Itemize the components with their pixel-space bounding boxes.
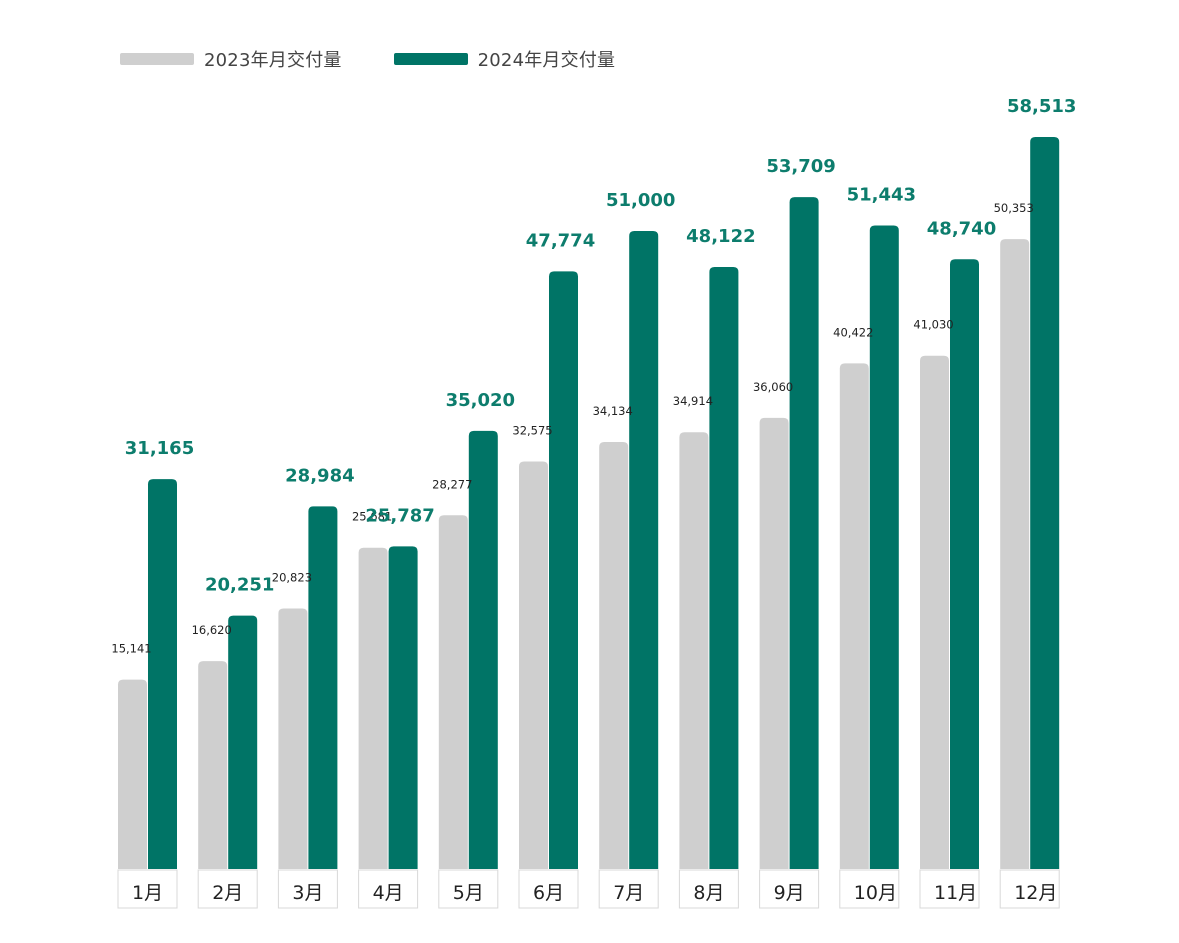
- bar-2023-12: [1000, 239, 1030, 870]
- bar-2024-6: [549, 271, 578, 869]
- category-label-10: 10月: [854, 882, 897, 904]
- legend: 2023年月交付量 2024年月交付量: [120, 46, 615, 72]
- category-box-12: [999, 869, 1060, 909]
- bar-2023-5: [438, 515, 468, 869]
- label-2024-9: 53,709: [766, 156, 835, 177]
- legend-swatch-2023: [120, 53, 194, 65]
- label-2024-6: 47,774: [526, 230, 595, 251]
- label-2024-11: 48,740: [927, 218, 996, 239]
- label-2024-10: 51,443: [847, 184, 916, 205]
- category-box-7: [598, 869, 659, 909]
- bar-2024-10: [869, 225, 899, 869]
- label-2023-1: 15,141: [111, 642, 151, 656]
- category-box-10: [839, 869, 900, 909]
- bar-2023-10: [839, 363, 869, 869]
- bar-2023-4: [358, 547, 388, 869]
- bar-2024-12: [1030, 137, 1060, 869]
- bar-2023-6: [519, 461, 548, 869]
- bar-2024-9: [789, 197, 819, 869]
- label-2023-9: 36,060: [753, 380, 793, 394]
- bar-2023-9: [759, 417, 789, 869]
- label-2023-12: 50,353: [994, 201, 1034, 215]
- bar-2024-4: [388, 546, 418, 869]
- bar-2023-7: [599, 441, 629, 869]
- legend-label-2024: 2024年月交付量: [477, 50, 616, 71]
- legend-item-2024: 2024年月交付量: [393, 46, 616, 72]
- label-2024-12: 58,513: [1007, 96, 1076, 117]
- bar-2024-7: [629, 230, 659, 870]
- bar-2024-8: [709, 266, 739, 869]
- bar-2024-3: [308, 506, 338, 869]
- category-box-2: [197, 869, 258, 909]
- label-2023-6: 32,575: [512, 423, 552, 437]
- label-2024-2: 20,251: [205, 575, 274, 596]
- label-2024-1: 31,165: [125, 438, 194, 459]
- bar-2023-3: [278, 608, 308, 869]
- label-2023-4: 25,681: [352, 510, 392, 524]
- category-label-1: 1月: [132, 882, 163, 904]
- category-label-6: 6月: [533, 882, 564, 904]
- category-box-5: [438, 869, 499, 909]
- label-2024-8: 48,122: [686, 226, 755, 247]
- bar-2024-1: [148, 479, 177, 869]
- label-2024-5: 35,020: [446, 390, 515, 411]
- category-label-3: 3月: [292, 882, 323, 904]
- category-label-7: 7月: [613, 882, 644, 904]
- label-2024-4: 25,787: [365, 505, 434, 526]
- category-label-4: 4月: [373, 882, 404, 904]
- category-box-1: [117, 869, 178, 909]
- label-2023-11: 41,030: [913, 318, 953, 332]
- legend-swatch-2024: [393, 53, 468, 65]
- label-2023-2: 16,620: [192, 623, 232, 637]
- category-label-9: 9月: [774, 882, 805, 904]
- legend-item-2023: 2023年月交付量: [120, 46, 342, 72]
- bar-2024-2: [228, 615, 258, 869]
- legend-label-2023: 2023年月交付量: [204, 50, 342, 71]
- label-2024-7: 51,000: [606, 190, 675, 211]
- category-box-6: [518, 869, 579, 909]
- category-label-2: 2月: [212, 882, 243, 904]
- category-box-3: [277, 869, 338, 909]
- label-2023-5: 28,277: [432, 477, 472, 491]
- category-label-12: 12月: [1014, 882, 1057, 904]
- bar-2023-11: [920, 355, 949, 870]
- category-box-8: [678, 869, 739, 909]
- bar-2023-2: [198, 661, 228, 869]
- category-box-4: [358, 869, 419, 909]
- label-2024-3: 28,984: [285, 465, 354, 486]
- category-box-11: [919, 869, 980, 909]
- category-label-8: 8月: [693, 882, 724, 904]
- bar-2023-1: [118, 679, 147, 869]
- label-2023-3: 20,823: [272, 571, 312, 585]
- bar-2024-11: [950, 259, 979, 869]
- category-box-9: [759, 869, 820, 909]
- category-label-11: 11月: [934, 882, 977, 904]
- bar-2024-5: [468, 430, 498, 869]
- category-label-5: 5月: [453, 882, 484, 904]
- bar-2023-8: [679, 432, 709, 869]
- label-2023-8: 34,914: [673, 394, 713, 408]
- label-2023-10: 40,422: [833, 325, 873, 339]
- label-2023-7: 34,134: [593, 404, 633, 418]
